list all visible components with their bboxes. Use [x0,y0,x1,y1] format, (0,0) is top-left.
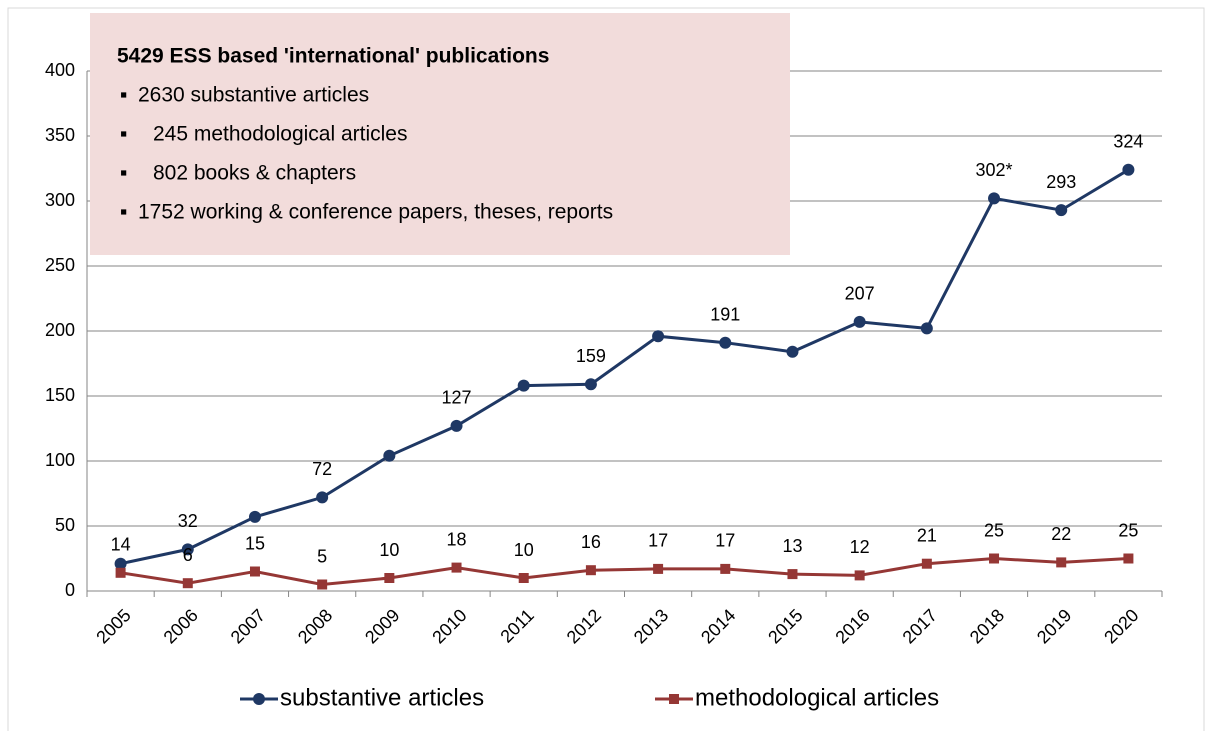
annotation-box: 5429 ESS based 'international' publicati… [90,13,790,255]
data-label: 10 [514,540,534,560]
marker [921,558,932,569]
marker [518,573,529,583]
data-label: 191 [710,304,740,324]
marker [719,336,732,349]
data-label: 17 [715,531,735,551]
data-label: 13 [782,536,802,556]
annotation-item: 245 methodological articles [153,123,407,146]
data-label: 12 [850,537,870,557]
marker [584,378,597,391]
data-label: 207 [845,284,875,304]
data-label: 17 [648,531,668,551]
data-label: 159 [576,346,606,366]
marker [720,563,731,574]
marker [787,569,798,580]
legend-label: methodological articles [695,684,939,711]
marker [316,491,329,504]
y-tick-label: 250 [45,255,75,275]
marker [450,419,463,432]
data-label: 5 [317,546,327,566]
annotation-item: 1752 working & conference papers, theses… [138,201,613,224]
marker [249,566,260,577]
marker [317,579,328,590]
data-label: 18 [447,529,467,549]
marker [451,562,462,573]
y-tick-label: 200 [45,320,75,340]
marker [853,315,866,328]
y-tick-label: 0 [65,580,75,600]
marker [383,449,396,462]
legend-marker [669,694,679,704]
marker [652,330,665,343]
marker [114,557,127,570]
series-line [120,168,1130,566]
bullet: ▪ [120,162,127,185]
marker [988,192,1001,205]
series-line [120,556,1129,587]
marker [585,565,596,576]
data-label: 15 [245,533,265,553]
data-label: 6 [183,545,193,565]
y-tick-label: 400 [45,60,75,80]
bullet: ▪ [120,123,127,146]
marker [854,570,865,581]
bullet: ▪ [120,201,127,224]
marker [517,379,530,392]
marker [1122,163,1135,176]
legend-marker [253,693,265,705]
data-label: 25 [1118,520,1138,540]
y-tick-label: 100 [45,450,75,470]
data-label: 14 [111,535,131,555]
y-tick-label: 350 [45,125,75,145]
marker [1055,204,1068,217]
y-tick-label: 50 [55,515,75,535]
annotation-item: 802 books & chapters [153,162,356,185]
marker [653,563,664,574]
marker [384,573,395,583]
annotation-bg [90,13,790,255]
y-tick-label: 300 [45,190,75,210]
marker [181,543,194,556]
marker [920,322,933,335]
marker [989,553,1000,564]
marker [248,510,261,523]
annotation-title: 5429 ESS based 'international' publicati… [117,45,549,68]
data-label: 21 [917,525,937,545]
marker [115,567,126,578]
y-tick-label: 150 [45,385,75,405]
annotation-item: 2630 substantive articles [138,84,369,107]
marker [182,578,193,589]
data-label: 293 [1046,172,1076,192]
legend-label: substantive articles [280,684,484,711]
bullet: ▪ [120,84,127,107]
data-label: 22 [1051,524,1071,544]
data-label: 10 [379,540,399,560]
marker [1056,557,1067,568]
data-label: 32 [178,511,198,531]
data-label: 324 [1113,132,1143,152]
data-label: 127 [442,388,472,408]
data-label: 72 [312,459,332,479]
data-label: 25 [984,520,1004,540]
marker [786,345,799,358]
data-label: 16 [581,532,601,552]
marker [1123,553,1134,564]
data-label: 302* [976,160,1013,180]
